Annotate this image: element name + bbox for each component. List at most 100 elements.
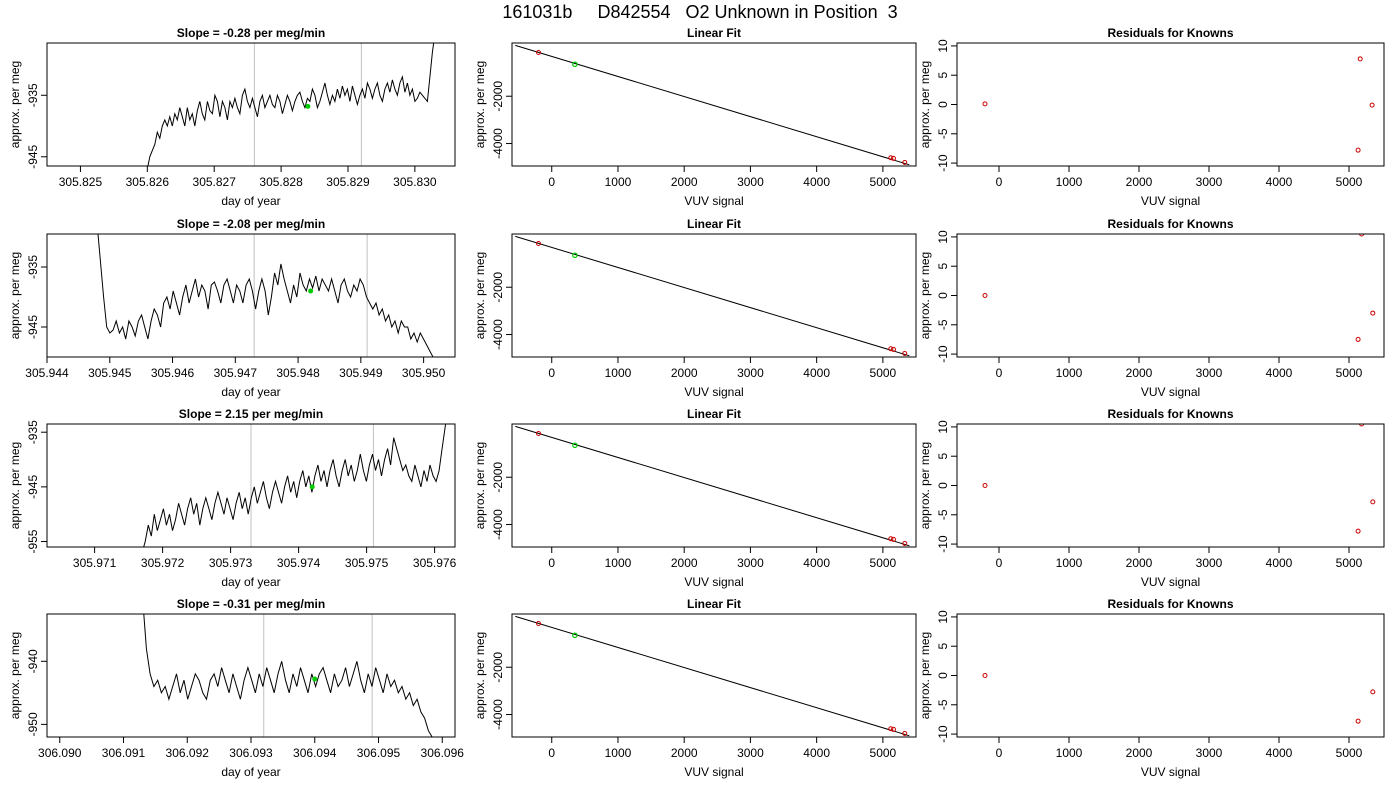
x-tick-label: 305.949 (339, 366, 383, 380)
y-tick-label: -4000 (491, 699, 505, 730)
x-axis-label: VUV signal (1141, 765, 1200, 779)
plot-frame (46, 613, 456, 738)
y-tick-label: -10 (936, 154, 950, 172)
y-axis-label: approx. per meg (473, 252, 487, 339)
y-tick-label: -4000 (491, 319, 505, 350)
y-tick-label: -5 (936, 128, 950, 139)
chart-title: Residuals for Knowns (1107, 217, 1233, 231)
x-tick-label: 305.947 (214, 366, 258, 380)
unknown-marker (308, 288, 314, 294)
x-axis-label: VUV signal (684, 765, 743, 779)
y-axis-label: approx. per meg (8, 252, 22, 339)
residual-point (1370, 310, 1376, 316)
chart-title: Residuals for Knowns (1107, 597, 1233, 611)
y-tick-label: 10 (936, 230, 950, 244)
x-tick-label: 2000 (1126, 175, 1153, 189)
chart-title: Slope = -0.28 per meg/min (177, 26, 325, 40)
plot-area (143, 614, 433, 737)
known-point (888, 346, 894, 352)
x-tick-label: 5000 (1336, 366, 1363, 380)
x-tick-label: 0 (996, 175, 1003, 189)
plot-frame (956, 233, 1385, 358)
chart-title: Slope = -0.31 per meg/min (177, 597, 325, 611)
plot-frame (511, 42, 917, 167)
y-tick-label: -2000 (491, 81, 505, 112)
x-axis-label: VUV signal (684, 194, 743, 208)
plot-area (982, 424, 1376, 534)
x-tick-label: 1000 (1056, 556, 1083, 570)
y-tick-label: 10 (936, 610, 950, 624)
x-tick-label: 2000 (671, 556, 698, 570)
x-tick-label: 306.092 (166, 746, 210, 760)
series-line (143, 424, 447, 547)
known-point (888, 155, 894, 161)
y-axis-label: approx. per meg (918, 61, 932, 148)
x-tick-label: 5000 (1336, 175, 1363, 189)
x-axis-label: day of year (221, 575, 280, 589)
x-tick-label: 4000 (1266, 175, 1293, 189)
y-tick-label: 5 (936, 72, 950, 79)
x-tick-label: 306.095 (357, 746, 401, 760)
x-tick-label: 1000 (1056, 746, 1083, 760)
series-line (147, 43, 435, 166)
chart-title: Linear Fit (687, 407, 741, 421)
y-tick-label: 5 (936, 643, 950, 650)
x-tick-label: 5000 (870, 175, 897, 189)
unknown-point (572, 442, 578, 449)
x-axis-label: VUV signal (1141, 575, 1200, 589)
x-tick-label: 305.829 (326, 175, 370, 189)
plot-frame (511, 423, 917, 548)
y-axis-label: approx. per meg (918, 252, 932, 339)
x-axis-label: day of year (221, 765, 280, 779)
y-tick-label: -10 (936, 725, 950, 743)
fit-line (515, 615, 910, 737)
known-point (890, 155, 896, 161)
y-axis-label: approx. per meg (473, 442, 487, 529)
residual-point (1355, 147, 1361, 153)
y-axis-label: approx. per meg (8, 442, 22, 529)
x-tick-label: 4000 (803, 556, 830, 570)
y-tick-label: -935 (26, 83, 40, 107)
x-tick-label: 1000 (1056, 366, 1083, 380)
x-tick-label: 305.973 (209, 556, 253, 570)
y-tick-label: -935 (26, 420, 40, 444)
x-tick-label: 0 (548, 556, 555, 570)
x-tick-label: 3000 (737, 746, 764, 760)
plot-frame (46, 42, 456, 167)
x-tick-label: 306.094 (293, 746, 337, 760)
residual-point (982, 673, 988, 678)
y-axis-label: approx. per meg (473, 632, 487, 719)
y-tick-label: -950 (26, 712, 40, 736)
y-tick-label: -5 (936, 699, 950, 710)
x-tick-label: 305.945 (88, 366, 132, 380)
x-axis-label: day of year (221, 385, 280, 399)
y-tick-label: -5 (936, 319, 950, 330)
unknown-point (572, 252, 578, 259)
x-tick-label: 3000 (737, 556, 764, 570)
residual-point (982, 293, 988, 298)
y-tick-label: -955 (26, 529, 40, 553)
x-tick-label: 306.091 (102, 746, 146, 760)
chart-title: Residuals for Knowns (1107, 407, 1233, 421)
x-tick-label: 305.975 (345, 556, 389, 570)
y-tick-label: 0 (936, 482, 950, 489)
x-tick-label: 305.827 (193, 175, 237, 189)
plot-area (982, 673, 1376, 724)
known-point (890, 726, 896, 732)
x-tick-label: 4000 (803, 746, 830, 760)
plot-area (143, 424, 447, 547)
x-tick-label: 306.093 (229, 746, 273, 760)
y-tick-label: -10 (936, 535, 950, 553)
residual-point (1355, 528, 1361, 534)
y-tick-label: -945 (26, 315, 40, 339)
y-tick-label: 5 (936, 263, 950, 270)
x-tick-label: 305.976 (413, 556, 457, 570)
y-tick-label: -2000 (491, 462, 505, 493)
plot-area (515, 425, 910, 547)
known-point (535, 430, 541, 436)
x-tick-label: 0 (996, 746, 1003, 760)
fit-line (515, 44, 910, 166)
x-tick-label: 0 (548, 366, 555, 380)
y-axis-label: approx. per meg (8, 632, 22, 719)
